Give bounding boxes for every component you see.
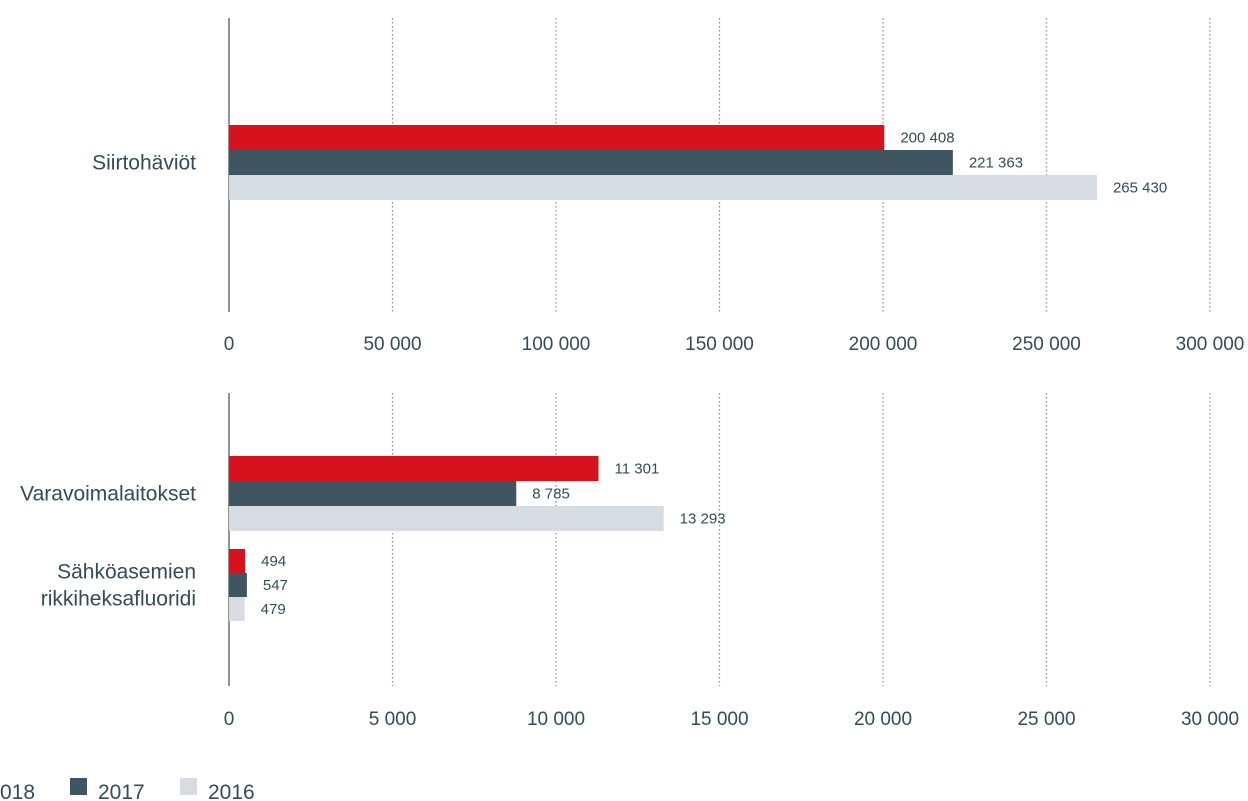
x-tick-label: 250 000 xyxy=(1012,334,1081,355)
category-label: Siirtohäviöt xyxy=(92,152,196,175)
category-label: rikkiheksafluoridi xyxy=(41,588,196,611)
data-label: 494 xyxy=(261,553,286,570)
x-tick-label: 25 000 xyxy=(1017,709,1075,730)
x-tick-label: 200 000 xyxy=(849,334,918,355)
legend-label-2017: 2017 xyxy=(98,781,145,801)
bar-2018 xyxy=(229,549,246,573)
data-label: 265 430 xyxy=(1113,180,1167,197)
x-tick-label: 10 000 xyxy=(527,709,585,730)
x-tick-label: 100 000 xyxy=(522,334,591,355)
bar-2016 xyxy=(229,506,664,531)
data-label: 479 xyxy=(261,601,286,618)
legend-swatch-2017 xyxy=(70,778,87,795)
bar-2018 xyxy=(229,456,599,481)
x-tick-label: 5 000 xyxy=(369,709,417,730)
data-label: 221 363 xyxy=(969,155,1023,172)
legend-label-2018: 018 xyxy=(0,781,35,801)
bar-2018 xyxy=(229,125,885,150)
legend-label-2016: 2016 xyxy=(208,781,255,801)
bar-2017 xyxy=(229,481,517,506)
category-label: Sähköasemien xyxy=(57,561,196,584)
x-tick-label: 150 000 xyxy=(685,334,754,355)
bar-2017 xyxy=(229,150,953,175)
x-tick-label: 30 000 xyxy=(1181,709,1239,730)
data-label: 11 301 xyxy=(615,461,660,478)
x-tick-label: 20 000 xyxy=(854,709,912,730)
bar-2016 xyxy=(229,175,1097,200)
data-label: 13 293 xyxy=(680,511,726,528)
data-label: 200 408 xyxy=(900,130,954,147)
x-tick-label: 15 000 xyxy=(690,709,748,730)
legend-swatch-2016 xyxy=(180,778,197,795)
data-label: 8 785 xyxy=(532,486,570,503)
category-label: Varavoimalaitokset xyxy=(20,483,196,506)
data-label: 547 xyxy=(263,577,288,594)
x-tick-label: 50 000 xyxy=(363,334,421,355)
bar-2017 xyxy=(229,573,247,597)
x-tick-label: 0 xyxy=(224,334,235,355)
x-tick-label: 0 xyxy=(224,709,235,730)
x-tick-label: 300 000 xyxy=(1176,334,1245,355)
bar-2016 xyxy=(229,597,245,621)
